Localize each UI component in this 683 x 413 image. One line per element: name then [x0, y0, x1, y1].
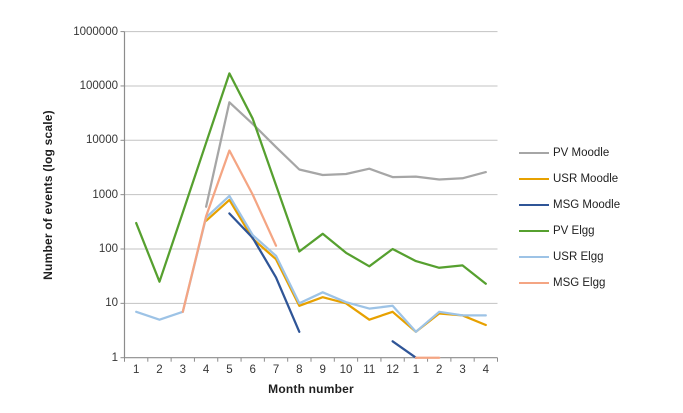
x-tick-label: 11 [363, 364, 376, 376]
series-line-pv-elgg [135, 72, 487, 285]
x-tick-label: 3 [459, 364, 466, 376]
x-tick-label: 8 [296, 364, 303, 376]
legend-item-pv-moodle: PV Moodle [519, 144, 620, 161]
x-tick-label: 4 [202, 364, 210, 376]
legend-label: USR Moodle [553, 172, 619, 185]
y-axis-title: Number of events (log scale) [41, 110, 55, 280]
x-tick-label: 6 [249, 364, 256, 376]
legend-label: USR Elgg [553, 250, 604, 263]
y-tick-label: 100 [98, 243, 118, 255]
x-tick-label: 7 [272, 364, 280, 376]
y-tick-label: 1000000 [73, 25, 118, 38]
legend-swatch-usr-elgg [519, 255, 549, 258]
legend-item-pv-elgg: PV Elgg [519, 222, 620, 239]
x-tick-label: 9 [319, 364, 326, 376]
x-tick-label: 3 [179, 364, 186, 376]
chart-legend: PV Moodle USR Moodle MSG Moodle PV Elgg USR … [519, 144, 620, 291]
x-axis-title: Month number [268, 382, 354, 396]
x-tick-label: 2 [156, 364, 163, 376]
legend-label: MSG Moodle [553, 198, 621, 211]
series-line-msg-elgg [181, 149, 278, 313]
legend-item-usr-elgg: USR Elgg [519, 248, 620, 265]
legend-swatch-pv-elgg [519, 229, 549, 232]
legend-label: PV Moodle [553, 146, 610, 159]
legend-swatch-pv-moodle [519, 151, 549, 154]
series-line-pv-moodle [204, 101, 487, 208]
legend-swatch-msg-elgg [519, 281, 549, 284]
legend-label: MSG Elgg [553, 276, 606, 289]
x-tick-label: 1 [412, 364, 420, 376]
y-tick-label: 1 [111, 351, 118, 364]
y-tick-label: 10 [105, 297, 118, 310]
y-tick-label: 1000 [92, 188, 118, 201]
y-tick-label: 10000 [86, 134, 118, 147]
series-line-usr-elgg [135, 194, 487, 333]
series-line-msg-moodle [391, 340, 418, 359]
x-tick-label: 10 [339, 364, 353, 376]
legend-item-msg-moodle: MSG Moodle [519, 196, 620, 213]
x-tick-label: 5 [226, 364, 233, 376]
x-tick-label: 1 [132, 364, 140, 376]
legend-label: PV Elgg [553, 224, 595, 237]
series-line-msg-moodle [228, 212, 301, 333]
x-tick-label: 12 [386, 364, 399, 376]
y-tick-label: 100000 [79, 79, 118, 92]
legend-swatch-usr-moodle [519, 177, 549, 180]
legend-item-usr-moodle: USR Moodle [519, 170, 620, 187]
x-tick-label: 4 [482, 364, 490, 376]
legend-item-msg-elgg: MSG Elgg [519, 274, 620, 291]
legend-swatch-msg-moodle [519, 203, 549, 206]
x-tick-label: 2 [436, 364, 443, 376]
